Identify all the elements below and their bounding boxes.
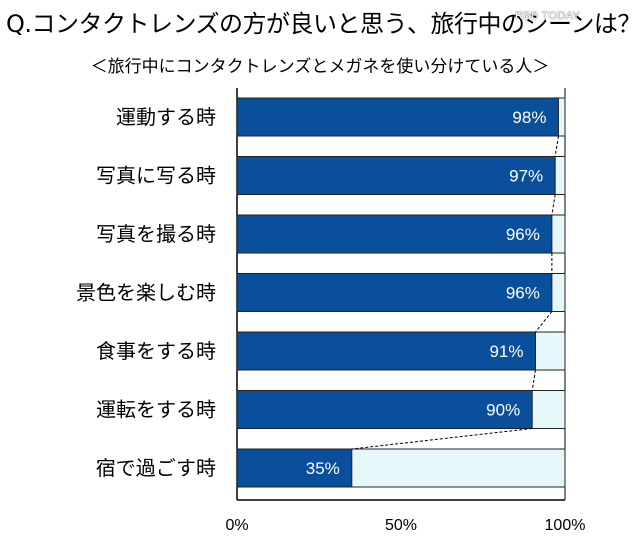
bar-value-label: 96% <box>506 225 540 244</box>
connector-line <box>351 428 533 450</box>
category-label: 写真を撮る時 <box>96 222 216 246</box>
connector-line <box>531 369 536 391</box>
bar-value-label: 35% <box>306 459 340 478</box>
category-label: 食事をする時 <box>96 339 216 363</box>
bar-value <box>236 156 556 195</box>
category-label: 写真に写る時 <box>96 164 216 188</box>
bar-value <box>236 273 553 312</box>
bar-value-label: 98% <box>512 108 546 127</box>
x-tick-label: 0% <box>225 517 248 534</box>
connector-line <box>551 194 556 216</box>
category-label: 宿で過ごす時 <box>96 456 216 480</box>
bar-value <box>236 448 353 488</box>
connector-line <box>554 135 559 157</box>
chart-subtitle: ＜旅行中にコンタクトレンズとメガネを使い分けている人＞ <box>90 57 550 77</box>
category-label: 運転をする時 <box>96 398 216 422</box>
x-tick-label: 100% <box>545 517 586 534</box>
bar-value <box>236 97 559 137</box>
x-tick-label: 50% <box>385 517 417 534</box>
bar-value <box>236 214 553 254</box>
bar-value <box>236 331 536 371</box>
watermark-logo: RBB TODAY <box>515 10 581 22</box>
bar-value <box>236 390 533 429</box>
chart-title: Q.コンタクトレンズの方が良いと思う、旅行中のシーンは？ <box>6 10 640 38</box>
bar-value-label: 90% <box>486 401 520 420</box>
bar-value-label: 91% <box>489 342 523 361</box>
category-label: 景色を楽しむ時 <box>76 281 216 305</box>
bar-value-label: 97% <box>509 167 543 186</box>
bar-value-label: 96% <box>506 284 540 303</box>
category-label: 運動する時 <box>116 105 216 129</box>
connector-line <box>535 311 553 333</box>
